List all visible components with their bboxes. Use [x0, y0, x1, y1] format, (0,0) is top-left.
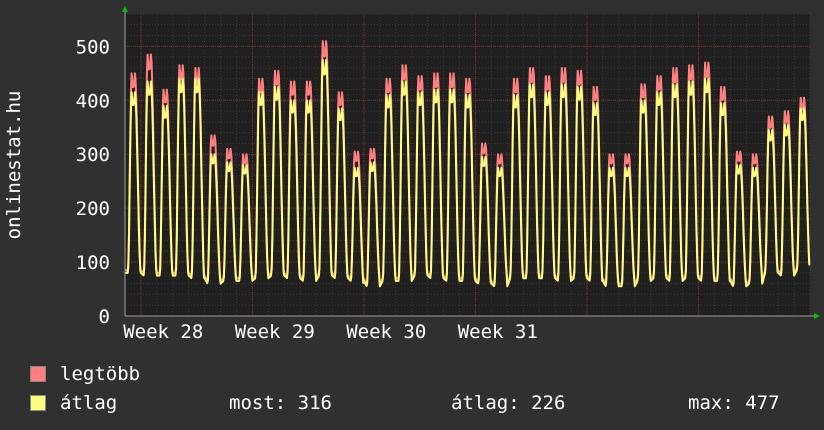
y-tick-label: 400: [76, 90, 110, 112]
x-axis-arrow-icon: [814, 313, 820, 319]
y-tick-label: 500: [76, 36, 110, 58]
legend-swatch-avg: [30, 395, 46, 411]
x-tick-label: Week 28: [123, 321, 203, 343]
y-tick-label: 200: [76, 198, 110, 220]
x-tick-label: Week 30: [346, 321, 426, 343]
x-tick-label: Week 29: [235, 321, 315, 343]
y-axis-arrow-icon: [122, 6, 128, 12]
x-axis-ticks: Week 28 Week 29 Week 30 Week 31: [123, 321, 538, 343]
legend-item-avg: átlag most: 316 átlag: 226 max: 477: [30, 391, 810, 415]
legend-label-avg: átlag: [60, 392, 118, 414]
legend-swatch-max: [30, 366, 46, 382]
stat-current: most: 316: [229, 392, 332, 414]
stat-max: max: 477: [688, 392, 780, 414]
y-tick-label: 300: [76, 144, 110, 166]
y-axis-label: onlinestat.hu: [3, 91, 25, 240]
legend-label-max: legtöbb: [60, 363, 141, 385]
y-axis-ticks: 0 100 200 300 400 500: [76, 36, 110, 328]
series-line-avg: [124, 58, 811, 288]
y-tick-label: 0: [99, 306, 110, 328]
y-tick-label: 100: [76, 252, 110, 274]
x-tick-label: Week 31: [458, 321, 538, 343]
series: [124, 40, 811, 288]
axes: [122, 6, 820, 319]
stat-average: átlag: 226: [451, 392, 566, 414]
